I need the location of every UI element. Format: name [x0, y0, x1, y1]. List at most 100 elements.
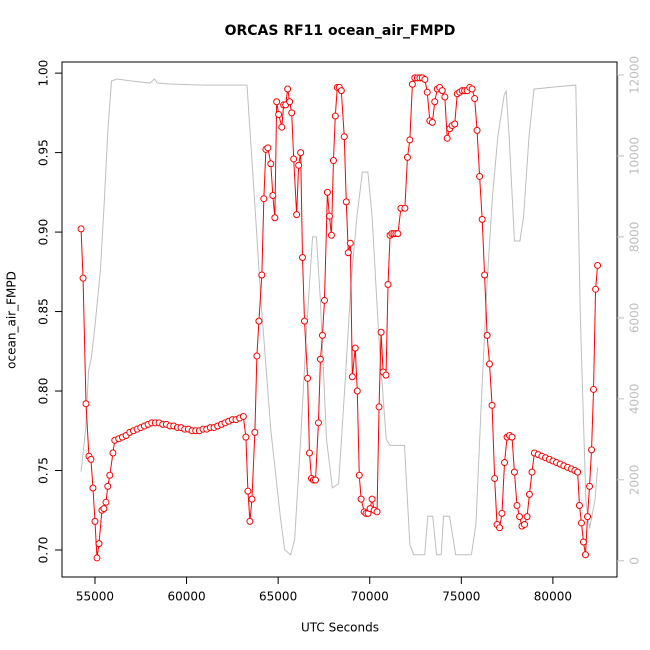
y2-tick-label: 6000 — [628, 303, 642, 334]
data-point — [491, 474, 499, 482]
data-point — [423, 88, 431, 96]
data-point — [508, 433, 516, 441]
data-point — [579, 538, 587, 546]
data-point — [93, 554, 101, 562]
data-point — [351, 344, 359, 352]
data-point — [312, 476, 320, 484]
data-point — [431, 98, 439, 106]
data-point — [106, 471, 114, 479]
data-point — [286, 98, 294, 106]
x-tick-label: 60000 — [167, 590, 205, 604]
data-point — [82, 400, 90, 408]
data-point — [242, 433, 250, 441]
data-point — [239, 412, 247, 420]
data-point — [331, 112, 339, 120]
x-tick-label: 75000 — [442, 590, 480, 604]
data-point — [513, 501, 521, 509]
data-point — [323, 188, 331, 196]
data-point — [478, 215, 486, 223]
data-point — [244, 487, 252, 495]
data-point — [79, 274, 87, 282]
y2-tick-label: 0 — [628, 557, 642, 565]
data-point — [375, 403, 383, 411]
data-point — [498, 509, 506, 517]
y-tick-label: 0.95 — [37, 139, 51, 166]
data-point — [325, 212, 333, 220]
data-point — [278, 123, 286, 131]
y-tick-label: 0.75 — [37, 457, 51, 484]
x-tick-label: 70000 — [351, 590, 389, 604]
data-point — [293, 211, 301, 219]
y-axis-label: ocean_air_FMPD — [5, 271, 19, 369]
y-tick-label: 0.80 — [37, 378, 51, 405]
data-point — [344, 249, 352, 257]
plot-box — [61, 61, 618, 578]
y2-tick-label: 12000 — [628, 56, 642, 94]
data-point — [594, 261, 602, 269]
data-point — [340, 133, 348, 141]
data-point — [528, 468, 536, 476]
data-point — [577, 519, 585, 527]
data-point — [382, 371, 390, 379]
y-tick-label: 0.90 — [37, 219, 51, 246]
y-tick-label: 0.85 — [37, 298, 51, 325]
data-point — [441, 93, 449, 101]
y2-tick-label: 4000 — [628, 384, 642, 415]
y2-tick-label: 10000 — [628, 137, 642, 175]
data-point — [314, 419, 322, 427]
data-point — [421, 75, 429, 83]
data-point — [394, 230, 402, 238]
data-point — [104, 482, 112, 490]
data-point — [258, 271, 266, 279]
data-point — [438, 87, 446, 95]
y-tick-label: 0.70 — [37, 537, 51, 564]
data-point — [428, 118, 436, 126]
chart-title: ORCAS RF11 ocean_air_FMPD — [225, 23, 456, 39]
data-point — [592, 285, 600, 293]
data-point — [510, 468, 518, 476]
data-point — [357, 495, 365, 503]
data-point — [299, 254, 306, 262]
data-point — [102, 498, 110, 506]
data-point — [403, 153, 411, 161]
data-point — [406, 136, 414, 144]
data-point — [473, 126, 481, 134]
data-point — [516, 513, 524, 521]
data-point — [586, 482, 594, 490]
x-axis-label: UTC Seconds — [301, 621, 379, 635]
data-point — [588, 446, 596, 454]
data-point — [255, 317, 263, 325]
data-point — [353, 387, 361, 395]
series-line — [80, 77, 599, 558]
data-point — [304, 374, 312, 382]
data-point — [501, 459, 509, 467]
data-point — [337, 87, 345, 95]
data-point — [581, 551, 589, 559]
data-point — [486, 360, 494, 368]
data-point — [260, 195, 268, 203]
data-point — [468, 85, 476, 93]
data-point — [284, 85, 292, 93]
data-point — [346, 239, 354, 247]
data-point — [355, 471, 363, 479]
y-tick-label: 1.00 — [37, 60, 51, 87]
y2-tick-label: 8000 — [628, 222, 642, 253]
data-point — [91, 517, 99, 525]
data-point — [267, 160, 275, 168]
series-line — [80, 78, 599, 556]
data-point — [476, 172, 484, 180]
data-point — [290, 155, 298, 163]
data-point — [525, 490, 533, 498]
data-point — [575, 501, 583, 509]
data-point — [408, 80, 416, 88]
data-point — [481, 271, 489, 279]
data-point — [246, 517, 254, 525]
data-point — [248, 495, 256, 503]
data-point — [521, 521, 528, 529]
data-point — [523, 513, 531, 521]
data-point — [384, 281, 392, 289]
data-point — [377, 328, 385, 336]
data-point — [483, 331, 491, 339]
data-point — [109, 449, 117, 457]
